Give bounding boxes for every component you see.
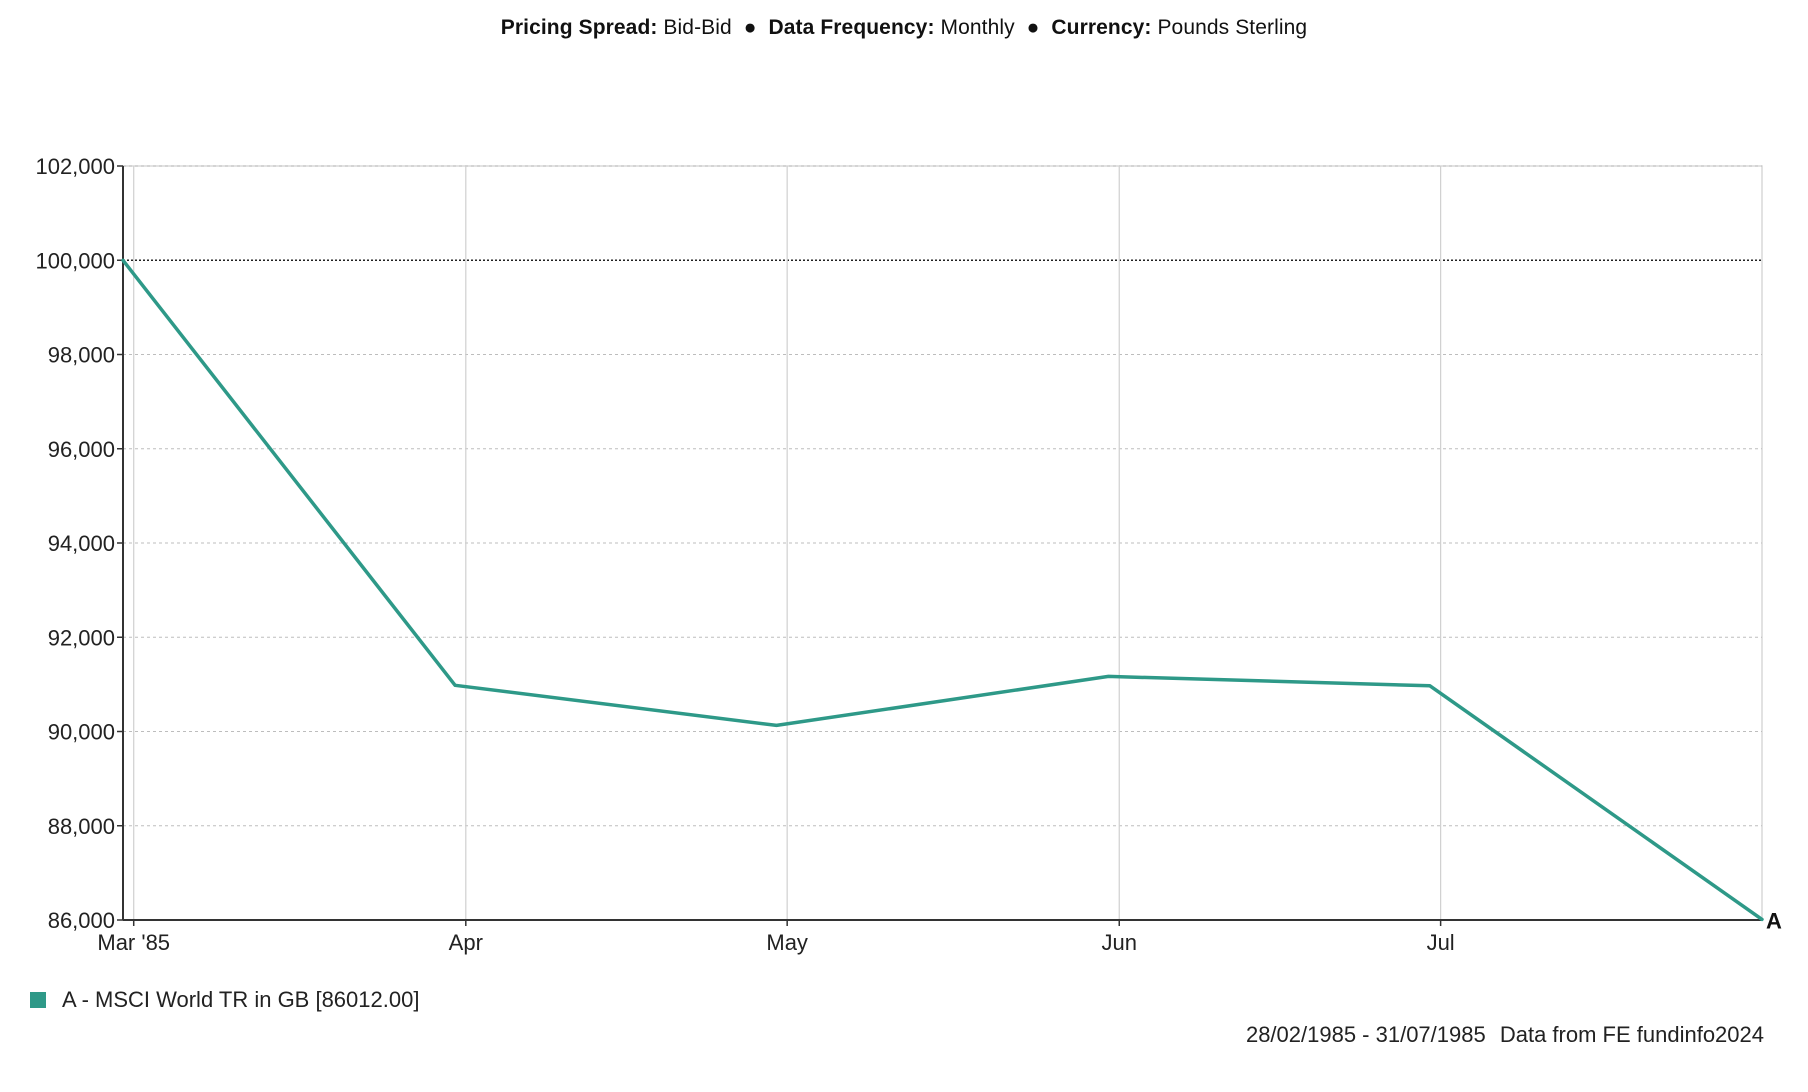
header-data-frequency-label: Data Frequency:: [768, 16, 935, 39]
tick-labels: 86,000 88,000 90,000 92,000 94,000 96,000 98,0…: [35, 154, 1782, 955]
y-tick-label: 102,000: [35, 154, 115, 179]
header-currency-value: Pounds Sterling: [1157, 16, 1308, 39]
header-currency-label: Currency:: [1051, 16, 1152, 39]
y-tick-label: 88,000: [48, 814, 115, 839]
plot-area: [122, 165, 1763, 921]
legend-swatch: [30, 992, 46, 1008]
x-tick-label: Mar '85: [97, 930, 170, 955]
x-tick-label: May: [766, 930, 808, 955]
series-end-marker: A: [1766, 908, 1782, 933]
y-tick-label: 96,000: [48, 437, 115, 462]
header-separator: ●: [1026, 16, 1040, 39]
y-tick-label: 100,000: [35, 248, 115, 273]
header-pricing-spread-value: Bid-Bid: [663, 16, 732, 39]
y-tick-label: 92,000: [48, 625, 115, 650]
header-currency: Currency: Pounds Sterling: [1051, 16, 1307, 39]
chart-header: Pricing Spread: Bid-Bid ● Data Frequency…: [0, 14, 1808, 42]
footer-date-range: 28/02/1985 - 31/07/1985: [1245, 1022, 1486, 1047]
axes: [117, 165, 1762, 926]
y-tick-label: 90,000: [48, 720, 115, 745]
grid-lines: [123, 165, 1762, 920]
y-tick-label: 94,000: [48, 531, 115, 556]
legend-label: A - MSCI World TR in GB [86012.00]: [62, 987, 420, 1012]
x-tick-label: Jul: [1427, 930, 1455, 955]
plot-background: [122, 165, 1763, 921]
series-layer: [121, 258, 1764, 922]
y-tick-label: 98,000: [48, 343, 115, 368]
x-tick-label: Jun: [1102, 930, 1137, 955]
chart-footer: 28/02/1985 - 31/07/1985 Data from FE fun…: [1246, 1022, 1764, 1048]
x-tick-label: Apr: [449, 930, 483, 955]
header-separator: ●: [743, 16, 757, 39]
header-data-frequency: Data Frequency: Monthly: [769, 16, 1021, 39]
legend: A - MSCI World TR in GB [86012.00]: [30, 985, 419, 1015]
header-pricing-spread-label: Pricing Spread:: [500, 16, 658, 39]
y-tick-label: 86,000: [48, 908, 115, 933]
footer-source: Data from FE fundinfo2024: [1499, 1022, 1764, 1047]
header-data-frequency-value: Monthly: [940, 16, 1015, 39]
series-line: [121, 258, 1764, 922]
header-pricing-spread: Pricing Spread: Bid-Bid: [501, 16, 738, 39]
